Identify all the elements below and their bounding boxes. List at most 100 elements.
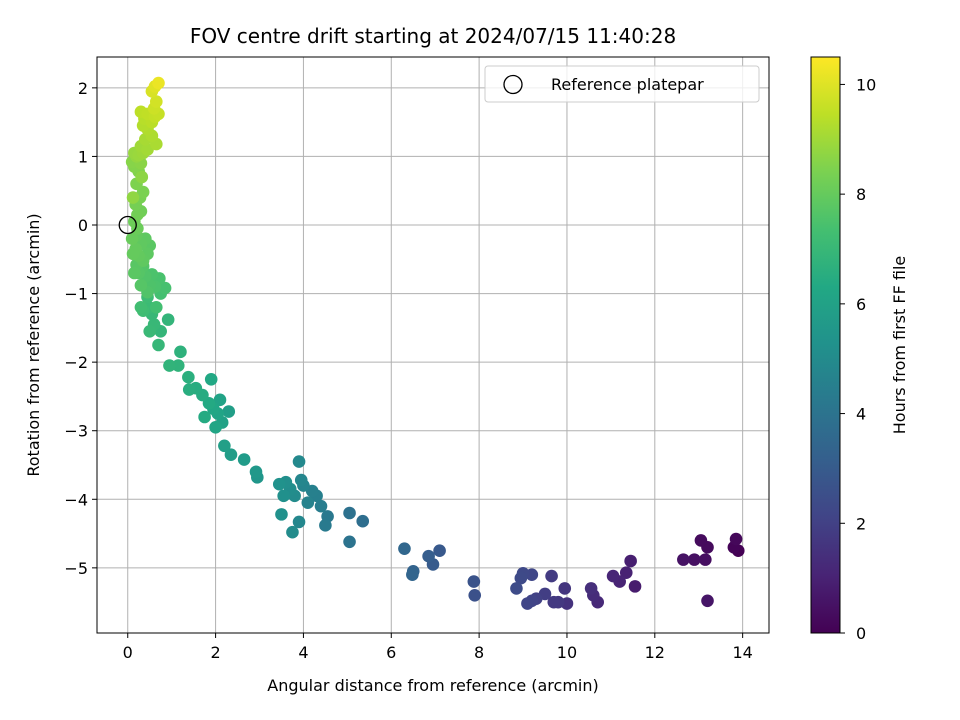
x-axis-ticks: 0 2 4 6 8 10 12 14 — [123, 633, 753, 662]
data-point — [294, 473, 308, 487]
data-point — [161, 313, 175, 326]
data-point — [619, 566, 633, 579]
data-point — [222, 405, 236, 418]
y-tick-label: −4 — [64, 490, 88, 509]
x-tick-label: 6 — [386, 643, 396, 662]
data-points — [125, 76, 745, 610]
data-point — [209, 420, 222, 434]
colorbar-gradient — [810, 56, 841, 634]
data-point — [584, 582, 598, 595]
data-point — [134, 279, 148, 292]
colorbar-tick-label: 10 — [856, 75, 876, 94]
plot-frame — [96, 56, 770, 634]
data-point — [126, 191, 140, 204]
data-point — [277, 489, 290, 503]
data-point — [174, 345, 187, 359]
data-point — [275, 508, 288, 521]
y-tick-label: 0 — [78, 216, 88, 235]
data-point — [237, 453, 251, 466]
x-axis-label: Angular distance from reference (arcmin) — [267, 676, 598, 695]
data-point — [398, 542, 411, 555]
y-tick-label: −5 — [64, 559, 88, 578]
data-point — [218, 439, 231, 453]
data-point — [356, 514, 370, 528]
data-point — [624, 554, 637, 568]
colorbar: 0 2 4 6 8 10 Hours from first FF file — [810, 56, 909, 643]
x-tick-label: 10 — [557, 643, 577, 662]
data-point — [171, 359, 185, 372]
data-point — [468, 588, 482, 602]
data-point — [125, 232, 139, 246]
x-tick-label: 2 — [210, 643, 220, 662]
chart-title: FOV centre drift starting at 2024/07/15 … — [190, 24, 676, 48]
data-point — [182, 383, 196, 396]
data-point — [249, 465, 263, 479]
data-point — [149, 95, 163, 108]
data-point — [143, 324, 157, 338]
data-point — [126, 247, 140, 261]
data-point — [149, 300, 163, 314]
data-point — [694, 534, 708, 547]
x-tick-label: 8 — [474, 643, 484, 662]
data-point — [213, 393, 227, 407]
colorbar-tick-label: 0 — [856, 624, 866, 643]
x-tick-label: 0 — [123, 643, 133, 662]
y-tick-label: 2 — [78, 79, 88, 98]
data-point — [688, 553, 701, 566]
y-tick-label: −1 — [64, 285, 88, 304]
grid-lines — [97, 57, 769, 633]
data-point — [699, 553, 712, 566]
x-tick-label: 14 — [732, 643, 752, 662]
legend: Reference platepar — [484, 65, 760, 103]
data-point — [286, 525, 299, 539]
data-point — [272, 477, 286, 491]
data-point — [606, 569, 620, 583]
legend-box — [484, 65, 760, 103]
data-point — [128, 266, 141, 280]
colorbar-tick-label: 8 — [856, 185, 866, 204]
y-axis-ticks: 2 1 0 −1 −2 −3 −4 −5 — [64, 79, 97, 578]
data-point — [314, 499, 328, 513]
data-point — [158, 281, 172, 295]
y-tick-label: −3 — [64, 422, 88, 441]
data-point — [433, 544, 446, 558]
x-tick-label: 12 — [645, 643, 665, 662]
data-point — [131, 208, 144, 222]
y-tick-label: 1 — [78, 147, 88, 166]
x-tick-label: 4 — [298, 643, 308, 662]
data-point — [343, 535, 356, 549]
colorbar-label: Hours from first FF file — [890, 256, 909, 435]
colorbar-ticks: 0 2 4 6 8 10 — [840, 75, 876, 643]
data-point — [152, 338, 165, 352]
data-point — [319, 519, 332, 532]
data-point — [292, 515, 306, 529]
data-point — [198, 410, 211, 424]
colorbar-tick-label: 2 — [856, 514, 866, 533]
data-point — [163, 359, 176, 372]
data-point — [545, 569, 558, 583]
legend-label-reference-platepar: Reference platepar — [551, 75, 704, 94]
data-point — [510, 582, 523, 595]
y-axis-label: Rotation from reference (arcmin) — [24, 213, 43, 476]
data-point — [152, 76, 165, 90]
colorbar-tick-label: 6 — [856, 295, 866, 314]
data-point — [467, 575, 481, 588]
reference-platepar-marker — [118, 215, 137, 235]
legend-marker-open-circle — [503, 74, 523, 95]
data-point — [521, 597, 534, 610]
data-point — [135, 170, 149, 184]
data-point — [729, 532, 743, 546]
y-tick-label: −2 — [64, 353, 88, 372]
data-point — [422, 549, 435, 563]
colorbar-tick-label: 4 — [856, 405, 866, 424]
data-point — [343, 506, 356, 520]
data-point — [301, 496, 315, 510]
plot-area — [96, 56, 770, 634]
data-point — [204, 372, 218, 386]
data-point — [406, 568, 419, 582]
data-point — [224, 448, 238, 462]
data-point — [514, 571, 528, 585]
data-point — [182, 370, 195, 384]
data-point — [134, 300, 148, 314]
